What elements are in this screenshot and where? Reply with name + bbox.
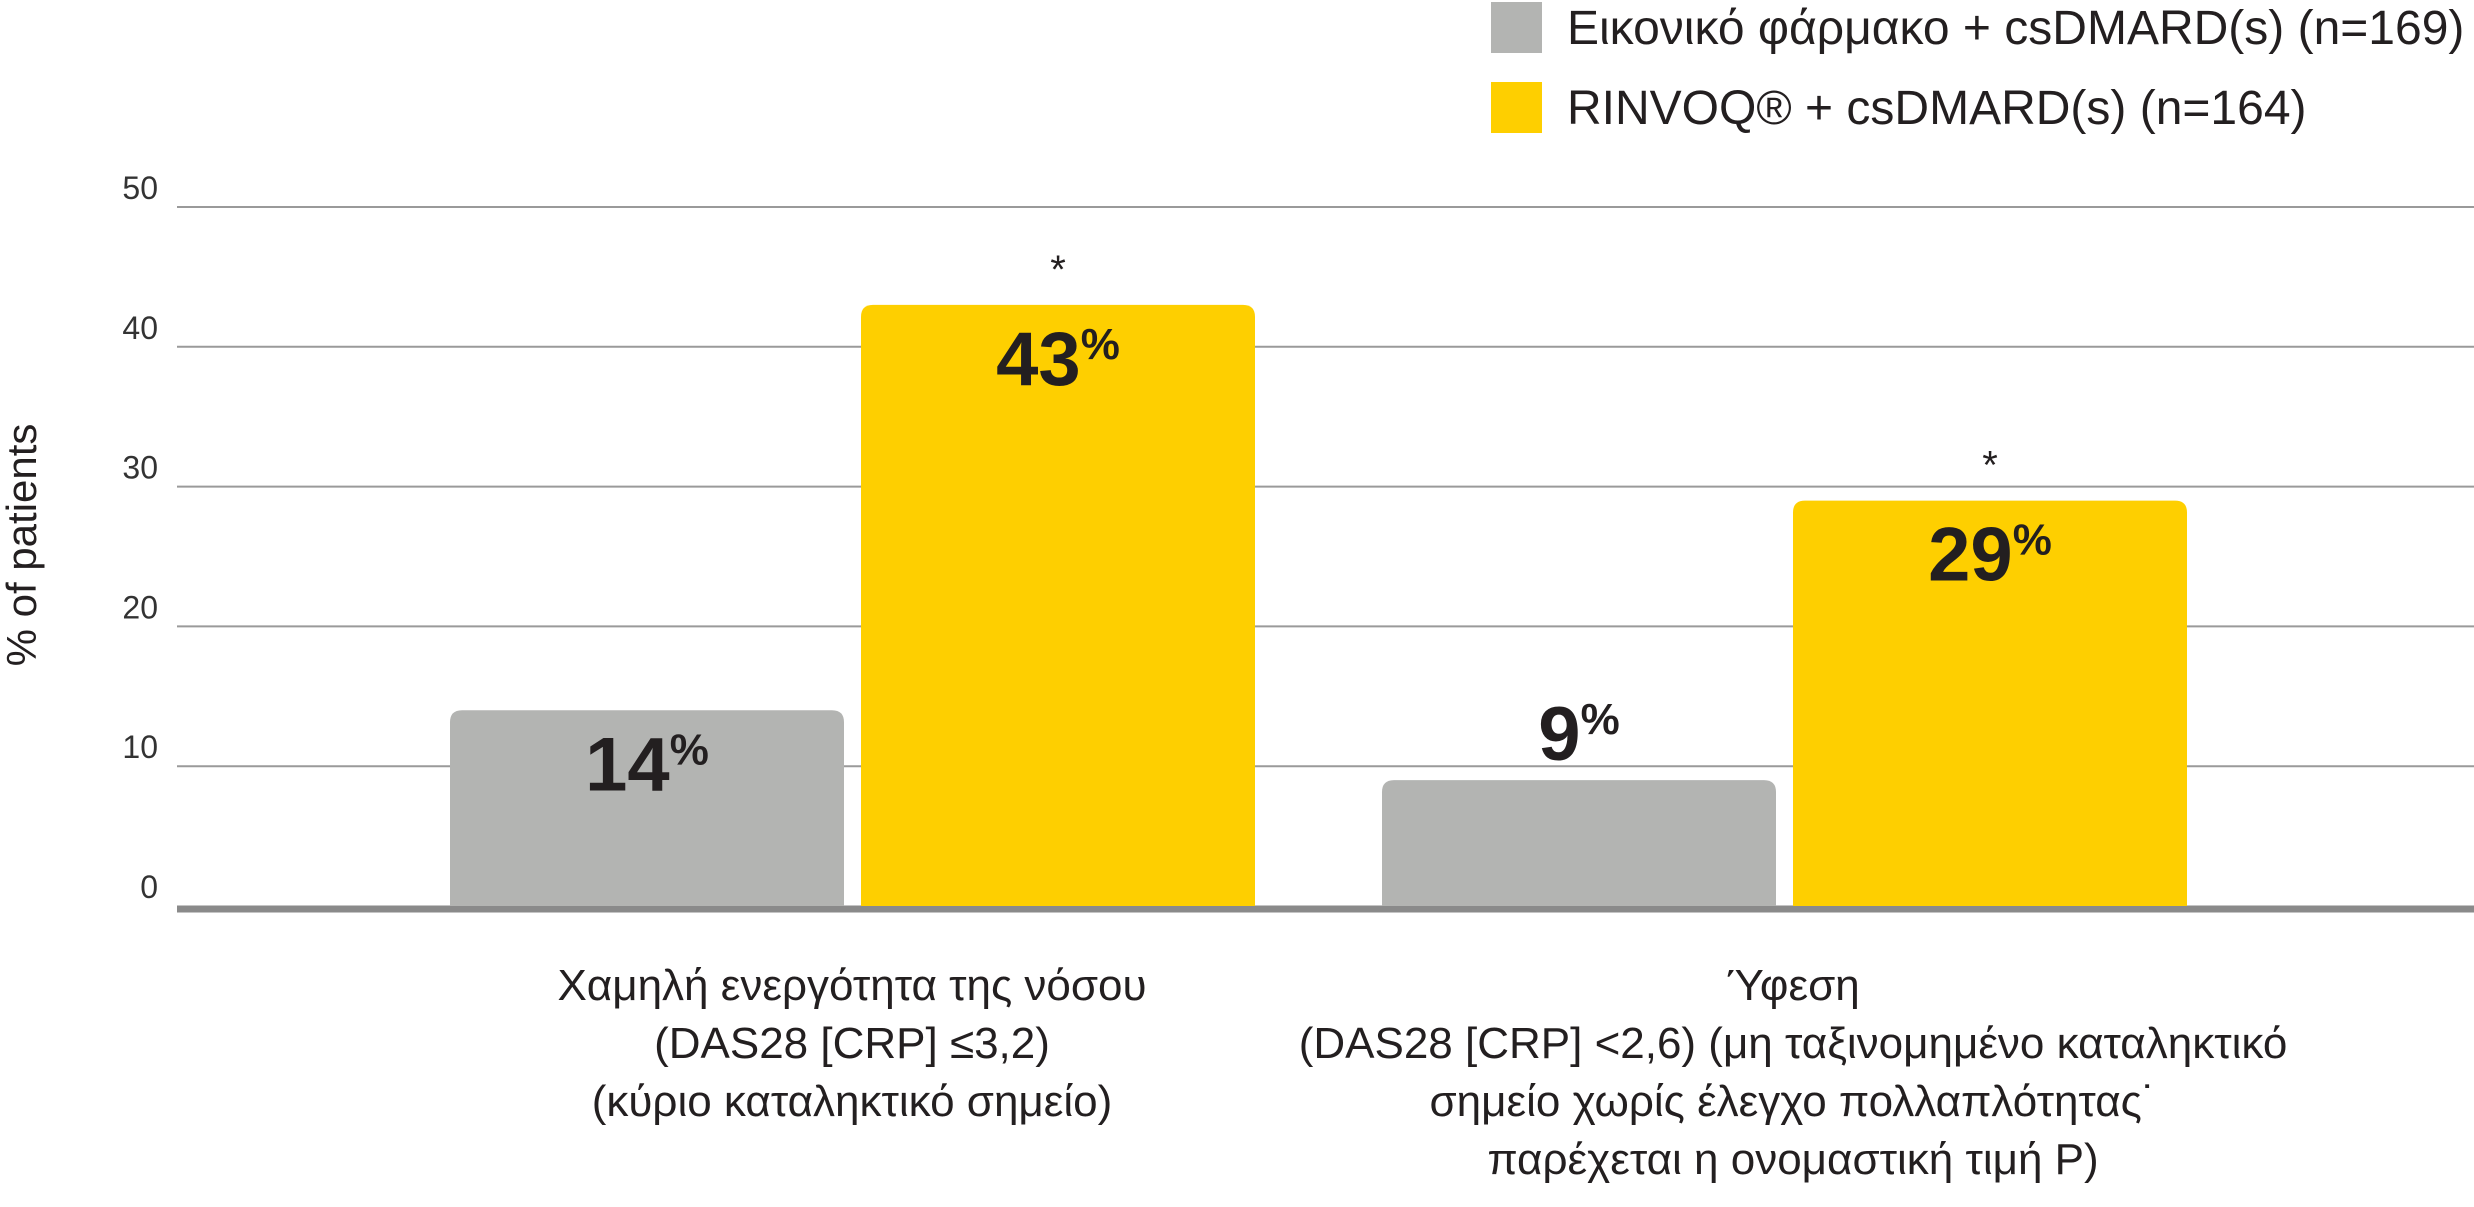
category-label: σημείο χωρίς έλεγχο πολλαπλότητας˙ (1430, 1077, 2157, 1126)
legend-swatch (1491, 2, 1542, 53)
data-label: 14% (585, 722, 709, 807)
percent-sign: % (2013, 516, 2052, 565)
y-tick-label: 10 (122, 729, 158, 765)
category-label: Χαμηλή ενεργότητα της νόσου (557, 961, 1146, 1010)
percent-sign: % (1581, 695, 1620, 744)
bar (1382, 780, 1776, 906)
category-label: (κύριο καταληκτικό σημείο) (592, 1077, 1113, 1126)
y-tick-label: 0 (140, 869, 158, 905)
y-tick-label: 50 (122, 170, 158, 206)
percent-sign: % (1081, 320, 1120, 369)
data-label: 29% (1928, 513, 2052, 598)
y-tick-label: 20 (122, 589, 158, 625)
legend-swatch (1491, 82, 1542, 133)
legend-label: RINVOQ® + csDMARD(s) (n=164) (1567, 82, 2307, 135)
data-label: 9% (1538, 692, 1619, 777)
category-label: (DAS28 [CRP] ≤3,2) (654, 1019, 1050, 1068)
significance-marker: * (1050, 248, 1066, 292)
category-label: παρέχεται η ονομαστική τιμή P) (1487, 1135, 2098, 1184)
bar (1793, 500, 2187, 906)
percent-sign: % (670, 725, 709, 774)
y-tick-label: 40 (122, 310, 158, 346)
y-axis-label: % of patients (0, 424, 45, 667)
category-label: (DAS28 [CRP] <2,6) (μη ταξινομημένο κατα… (1299, 1019, 2288, 1068)
category-label: Ύφεση (1726, 961, 1859, 1010)
y-tick-label: 30 (122, 450, 158, 486)
bar (450, 710, 844, 906)
bar (861, 304, 1255, 906)
significance-marker: * (1982, 444, 1998, 488)
legend-label: Εικονικό φάρμακο + csDMARD(s) (n=169) (1567, 2, 2464, 55)
